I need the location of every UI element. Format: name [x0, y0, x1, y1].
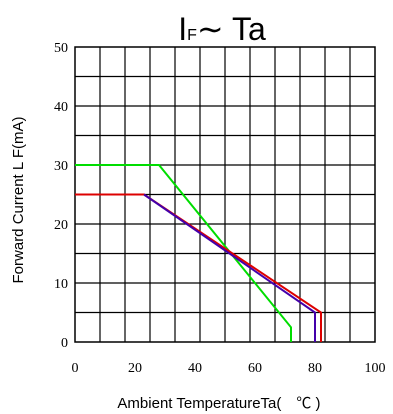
series-line-1	[75, 164, 292, 342]
chart-title-subscript: F	[187, 27, 197, 44]
y-tick-labels: 0 10 20 30 40 50	[54, 41, 68, 351]
y-tick-label: 0	[61, 336, 68, 351]
x-tick-label: 60	[248, 361, 262, 376]
x-tick-labels: 0 20 40 60 80 100	[72, 361, 386, 376]
series-layer	[75, 164, 322, 342]
chart-title: IF∼ Ta	[178, 11, 266, 47]
y-tick-label: 40	[54, 100, 68, 115]
x-axis-label: Ambient TemperatureTa( ℃ )	[117, 395, 320, 412]
chart-title-suffix: ∼ Ta	[197, 11, 266, 47]
chart-title-main: I	[178, 11, 187, 47]
x-tick-label: 80	[308, 361, 322, 376]
y-tick-label: 30	[54, 159, 68, 174]
x-tick-label: 100	[365, 361, 386, 376]
y-tick-label: 50	[54, 41, 68, 56]
y-axis-label: Forward Current L F(mA)	[10, 117, 27, 284]
series-line-2	[75, 193, 322, 342]
y-tick-label: 20	[54, 218, 68, 233]
x-tick-label: 40	[188, 361, 202, 376]
x-tick-label: 0	[72, 361, 79, 376]
series-line-3	[143, 193, 316, 342]
x-tick-label: 20	[128, 361, 142, 376]
y-tick-label: 10	[54, 277, 68, 292]
